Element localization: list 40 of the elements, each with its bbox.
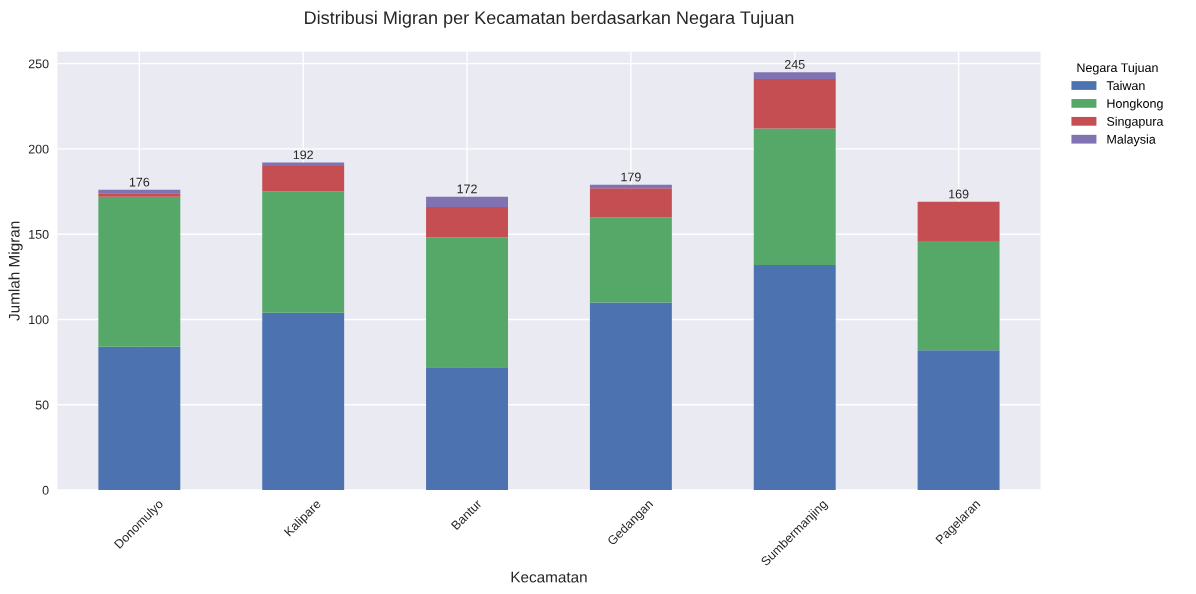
total-label: 172 bbox=[457, 184, 477, 194]
total-label: 176 bbox=[129, 177, 150, 187]
total-label: 192 bbox=[293, 150, 313, 160]
bar bbox=[753, 128, 836, 265]
legend-label: Malaysia bbox=[1107, 134, 1156, 147]
bar bbox=[98, 196, 181, 347]
y-tick-label: 150 bbox=[29, 229, 49, 239]
bar bbox=[262, 312, 345, 491]
bar bbox=[589, 217, 672, 303]
y-tick-label: 0 bbox=[42, 485, 49, 495]
legend-label: Singapura bbox=[1107, 116, 1164, 129]
y-tick-label: 200 bbox=[28, 144, 49, 154]
x-axis-title: Kecamatan bbox=[511, 571, 587, 583]
y-tick-label: 250 bbox=[28, 59, 49, 69]
y-tick-label: 100 bbox=[29, 315, 49, 325]
bar bbox=[98, 346, 181, 491]
legend-label: Taiwan bbox=[1106, 80, 1145, 91]
bar bbox=[589, 188, 672, 218]
total-label: 169 bbox=[949, 189, 969, 199]
total-label: 245 bbox=[784, 59, 805, 69]
bar bbox=[589, 302, 672, 491]
legend-label: Hongkong bbox=[1107, 98, 1163, 111]
bar bbox=[917, 241, 1000, 351]
legend-title: Negara Tujuan bbox=[1077, 62, 1158, 75]
bar bbox=[917, 201, 1000, 242]
bar bbox=[262, 165, 345, 192]
total-label: 179 bbox=[621, 172, 641, 182]
bar bbox=[426, 367, 508, 491]
bar bbox=[426, 196, 508, 207]
bar bbox=[917, 350, 1000, 491]
bar bbox=[262, 191, 345, 313]
bar bbox=[426, 206, 508, 238]
bar bbox=[98, 193, 181, 197]
y-tick-label: 50 bbox=[35, 400, 49, 410]
bar bbox=[426, 237, 508, 368]
y-axis-title: Jumlah Migran bbox=[8, 221, 23, 321]
bar bbox=[753, 72, 836, 79]
bar bbox=[753, 264, 836, 491]
bar bbox=[753, 78, 836, 129]
chart-title: Distribusi Migran per Kecamatan berdasarkan Negara Tujuan bbox=[305, 10, 794, 28]
